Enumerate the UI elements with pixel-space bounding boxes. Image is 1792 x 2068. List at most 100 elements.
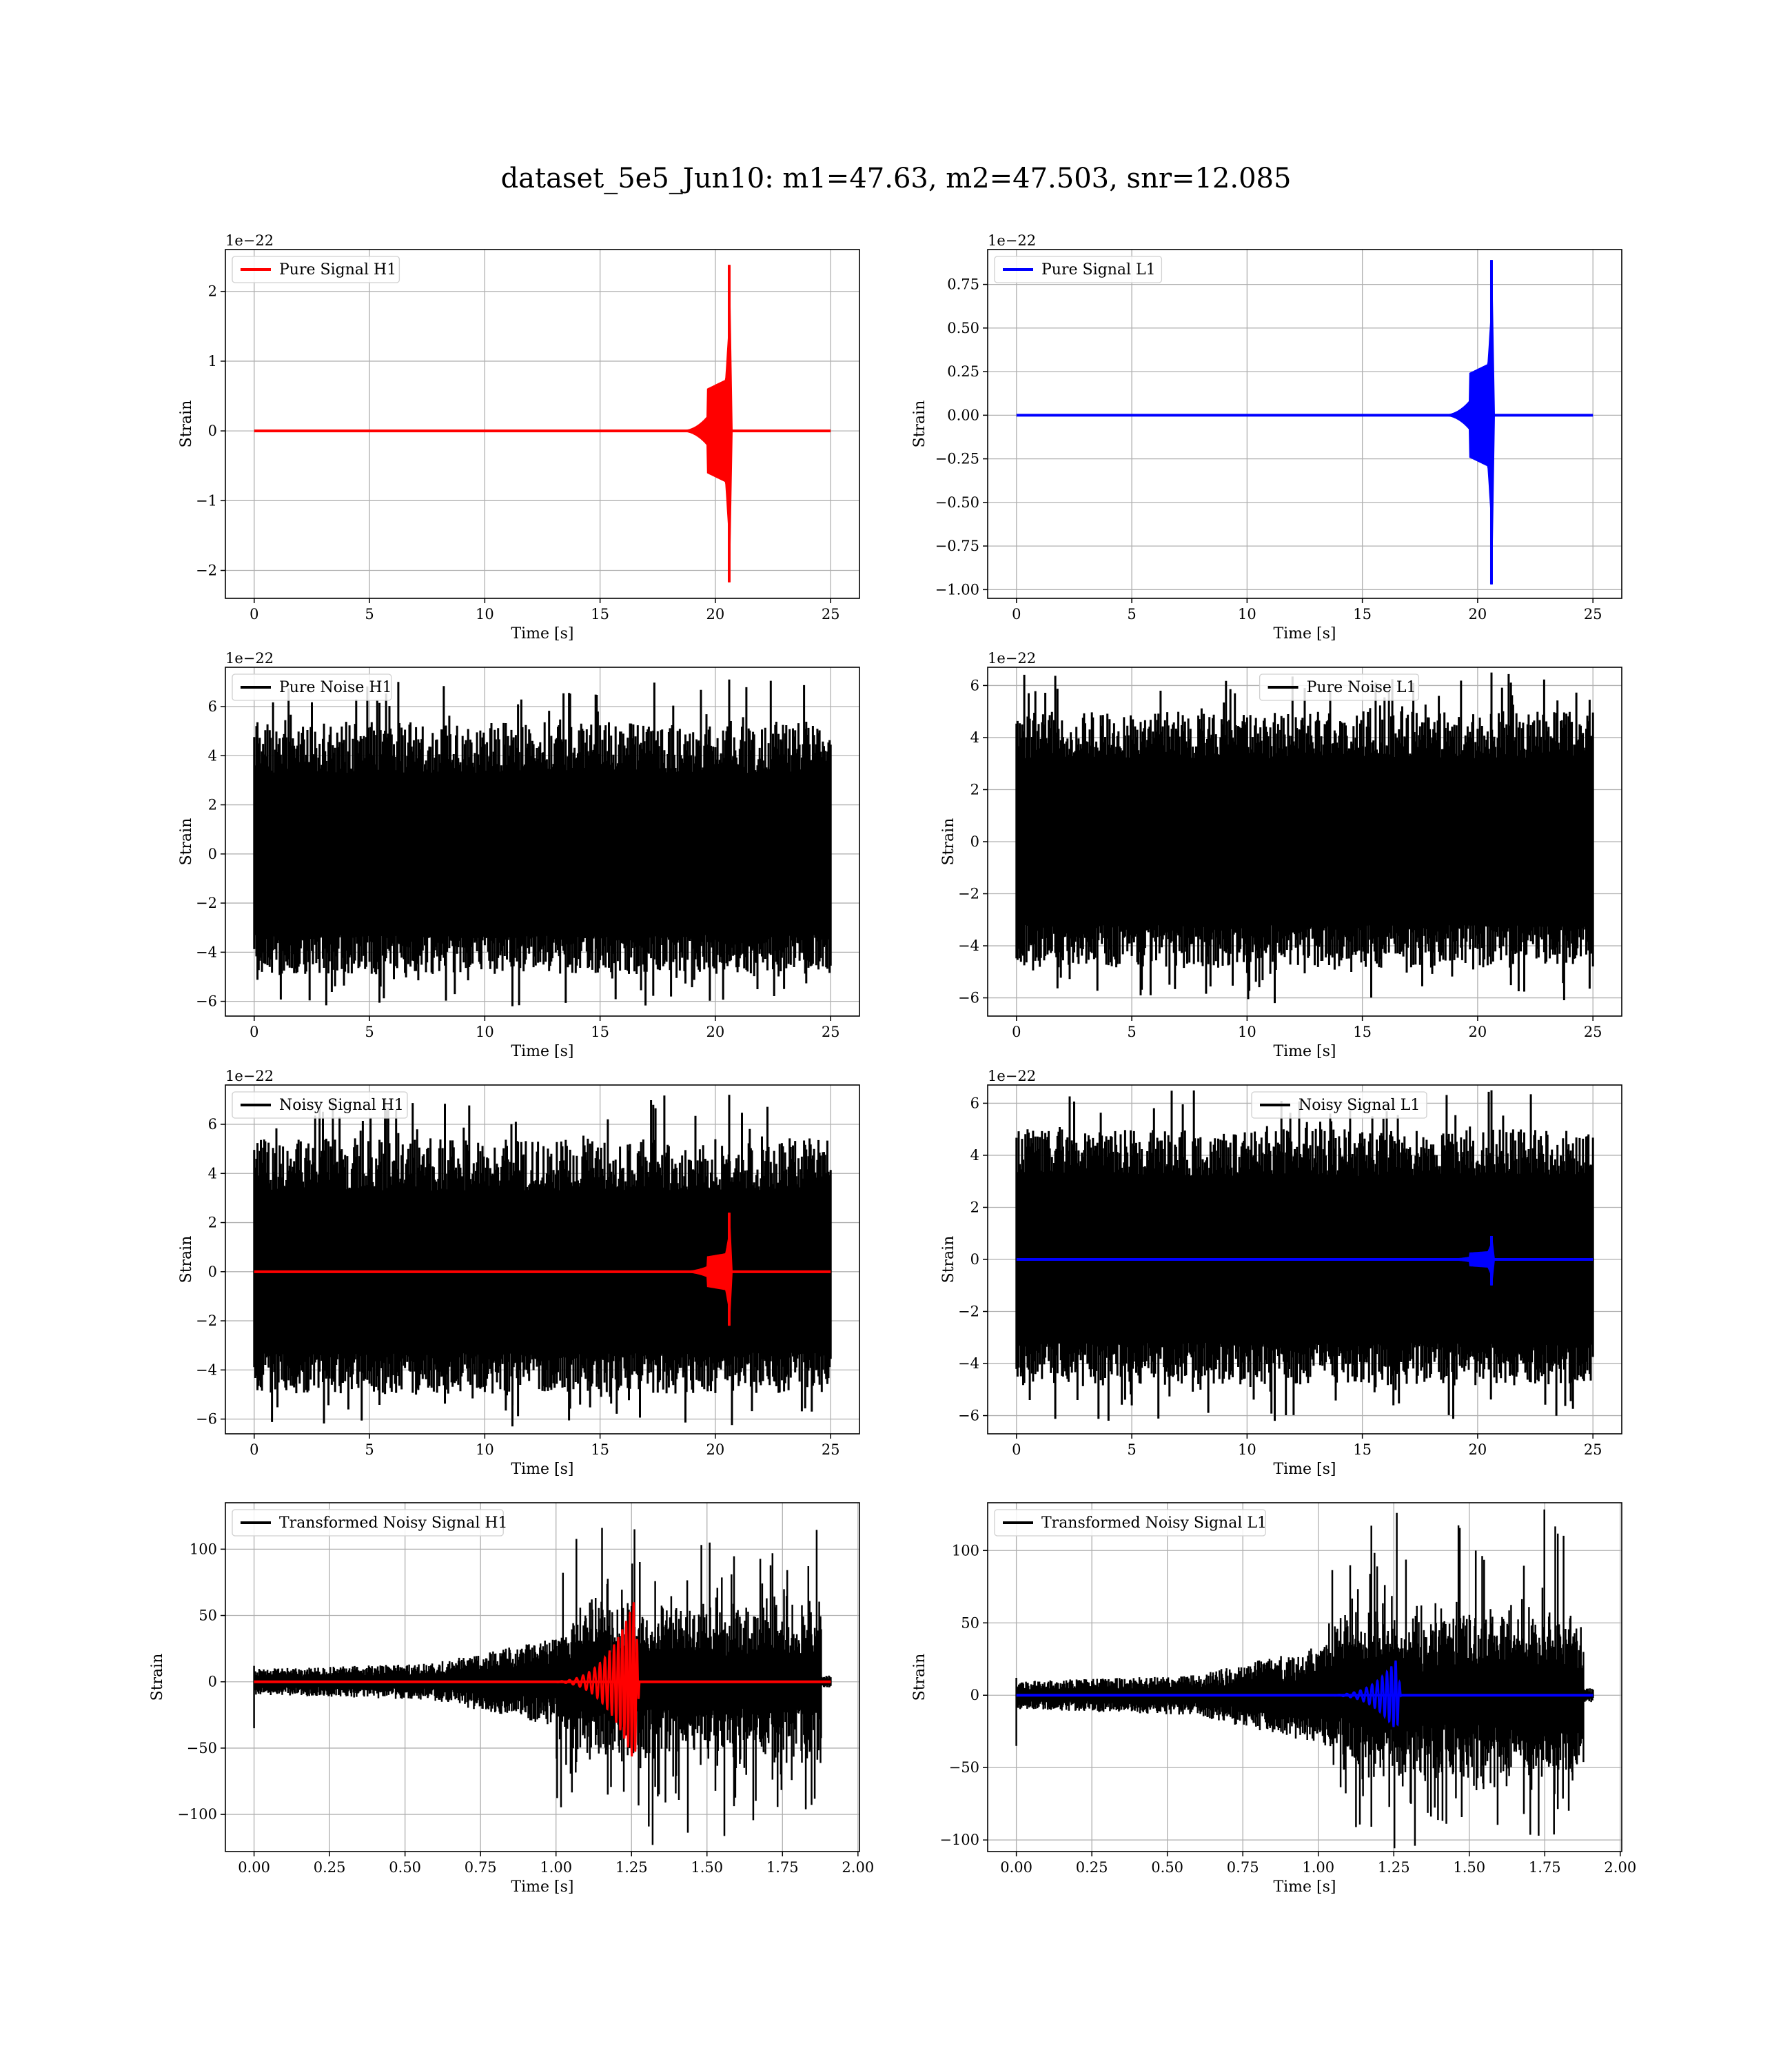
x-tick-label: 0 (250, 606, 258, 622)
legend-box (1259, 673, 1420, 701)
x-tick-label: 1.75 (766, 1859, 799, 1876)
x-tick-label: 1.25 (1378, 1859, 1410, 1876)
y-offset-text: 1e−22 (225, 232, 274, 249)
y-tick-label: 0.00 (947, 407, 979, 423)
subplot-noisy-signal-h1: 0 5 10 15 20 25 −6 −4 −2 0 2 4 6 Time [s] Strain 1e−22 N… (178, 1068, 860, 1478)
y-tick-label: −2 (196, 562, 217, 579)
x-axis-label: Time [s] (1273, 1878, 1336, 1896)
y-axis-label: Strain (178, 401, 195, 448)
legend-label: Noisy Signal H1 (279, 1097, 404, 1114)
x-tick-label: 1.50 (1453, 1859, 1485, 1876)
x-axis-label: Time [s] (511, 1878, 573, 1896)
legend-label: Transformed Noisy Signal L1 (1041, 1514, 1267, 1532)
legend-box (232, 1509, 504, 1537)
y-tick-label: 4 (970, 1147, 979, 1164)
x-tick-label: 2.00 (1604, 1859, 1636, 1876)
legend-label: Transformed Noisy Signal H1 (279, 1514, 508, 1532)
x-tick-label: 20 (1469, 1024, 1487, 1040)
plot-area (1015, 1090, 1594, 1421)
x-tick-label: 0 (250, 1441, 258, 1458)
x-axis-label: Time [s] (1273, 1043, 1336, 1060)
axes-frame (987, 249, 1622, 599)
y-axis-label: Strain (940, 818, 957, 866)
y-tick-label: −50 (187, 1740, 217, 1756)
y-tick-label: 0 (208, 1264, 217, 1280)
x-tick-label: 15 (591, 606, 609, 622)
plot-area (253, 1528, 832, 1845)
x-tick-label: 20 (706, 606, 725, 622)
x-tick-label: 10 (1238, 1024, 1256, 1040)
x-tick-label: 1.00 (540, 1859, 572, 1876)
legend-box (994, 256, 1163, 283)
x-tick-label: 20 (1469, 1441, 1487, 1458)
plot-area (1015, 1509, 1594, 1849)
y-offset-text: 1e−22 (225, 650, 274, 667)
x-tick-label: 10 (1238, 606, 1256, 622)
y-axis-label: Strain (940, 1236, 957, 1284)
legend-box (994, 1509, 1266, 1537)
y-tick-label: 100 (952, 1542, 979, 1559)
y-tick-label: 6 (208, 1116, 217, 1133)
plot-area (1015, 672, 1594, 1004)
axes-frame (225, 1502, 860, 1852)
y-offset-text: 1e−22 (988, 650, 1036, 667)
subplot-pure-noise-h1: 0 5 10 15 20 25 −6 −4 −2 0 2 4 6 Time [s] Strain 1e−22 P… (178, 650, 860, 1060)
legend-box (232, 673, 392, 701)
legend: Noisy Signal L1 (1251, 1091, 1427, 1119)
y-tick-label: 4 (208, 747, 217, 764)
x-tick-label: 15 (1353, 1024, 1372, 1040)
y-tick-label: −2 (958, 886, 979, 902)
x-tick-label: 5 (365, 606, 374, 622)
y-axis-label: Strain (149, 1654, 166, 1701)
x-tick-label: 10 (476, 1441, 494, 1458)
legend-box (232, 256, 400, 283)
legend-label: Pure Signal H1 (279, 261, 396, 278)
y-tick-label: 2 (970, 781, 979, 798)
signal-chirp (678, 265, 733, 582)
legend: Pure Noise L1 (1259, 673, 1420, 701)
x-tick-label: 25 (822, 1441, 840, 1458)
y-axis-label: Strain (178, 818, 195, 866)
x-tick-label: 10 (1238, 1441, 1256, 1458)
signal-chirp (678, 1213, 733, 1326)
axes-frame (987, 1502, 1622, 1852)
x-tick-label: 0 (1012, 606, 1021, 622)
y-tick-label: 2 (970, 1199, 979, 1215)
plot-area (253, 679, 832, 1006)
y-offset-text: 1e−22 (988, 232, 1036, 249)
y-tick-label: 1 (208, 353, 217, 369)
x-tick-label: 0.25 (1076, 1859, 1108, 1876)
y-tick-label: −2 (196, 1312, 217, 1329)
x-tick-label: 20 (1469, 606, 1487, 622)
y-tick-label: 0 (970, 833, 979, 850)
y-tick-label: −0.75 (935, 538, 979, 554)
x-tick-label: 1.25 (615, 1859, 648, 1876)
x-tick-label: 0 (250, 1024, 258, 1040)
axes-frame (225, 1084, 860, 1435)
y-tick-label: −6 (196, 993, 217, 1010)
y-tick-label: 50 (198, 1608, 217, 1624)
x-tick-label: 5 (1127, 606, 1136, 622)
y-tick-label: −4 (196, 944, 217, 960)
signal-chirp (1443, 1235, 1496, 1286)
y-tick-label: 2 (208, 283, 217, 300)
x-tick-label: 15 (1353, 606, 1372, 622)
x-tick-label: 20 (706, 1024, 725, 1040)
figure-title: dataset_5e5_Jun10: m1=47.63, m2=47.503, … (501, 163, 1292, 194)
y-tick-label: −6 (958, 1408, 979, 1424)
subplot-pure-signal-h1: 0 5 10 15 20 25 −2 −1 0 1 2 Time [s] Strain 1e−22 Pure… (178, 232, 860, 642)
x-tick-label: 0.00 (1000, 1859, 1032, 1876)
x-tick-label: 1.00 (1302, 1859, 1334, 1876)
y-tick-label: 2 (208, 797, 217, 813)
x-tick-label: 0.50 (1151, 1859, 1183, 1876)
x-tick-label: 0.75 (1227, 1859, 1259, 1876)
y-tick-label: 2 (208, 1215, 217, 1231)
x-tick-label: 25 (1584, 1024, 1602, 1040)
y-tick-label: 0.50 (947, 320, 979, 336)
x-tick-label: 2.00 (842, 1859, 874, 1876)
y-axis-label: Strain (178, 1236, 195, 1284)
x-axis-label: Time [s] (1273, 1461, 1336, 1478)
subplot-noisy-signal-l1: 0 5 10 15 20 25 −6 −4 −2 0 2 4 6 Time [s] Strain 1e−22 N… (940, 1068, 1622, 1478)
